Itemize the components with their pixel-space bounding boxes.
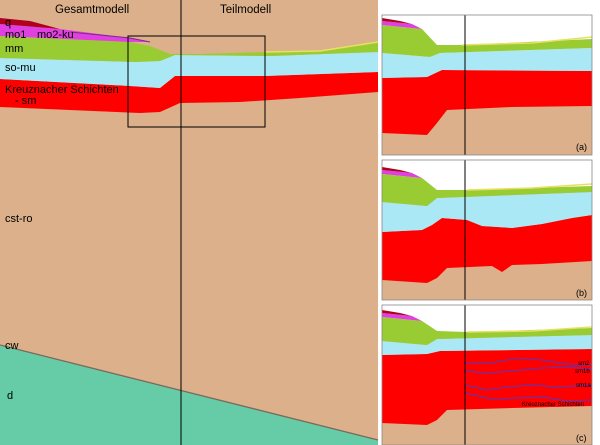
panel-a-yellow [461,36,593,46]
panel-c-label-sm1a: sm1a [576,383,591,389]
panel-c-magenta [382,313,422,321]
panel-c-label: (c) [576,433,587,443]
panel-b-magenta [382,170,422,178]
panel-c-label-sm1b: sm1b [575,369,590,375]
layer-d [0,345,378,445]
label-kreuznacher: Kreuznacher Schichten [5,84,119,96]
panel-a: (a) [381,14,593,156]
panel-a-blue [382,48,592,78]
main-model: Gesamtmodell Teilmodell q mo1 mo2-ku mm … [0,0,379,445]
label-cst-ro: cst-ro [5,213,33,225]
layer-q [0,18,60,29]
panel-a-red [382,70,592,135]
label-sm: - sm [15,95,36,107]
panel-c-sm1b-line [464,366,593,374]
mo2-top-line [69,31,151,43]
panel-b: (b) [381,159,593,301]
layer-mm [0,36,378,62]
panel-c-label-sm2: sm2 [578,361,590,367]
label-so-mu: so-mu [5,62,36,74]
panel-a-magenta [382,21,422,29]
panel-a-frame [381,14,593,156]
panel-c-sm2-line [465,357,593,366]
label-mm: mm [5,43,23,55]
thin-yellow-layer [264,41,379,53]
panel-c: sm2 sm1b sm1a Kreuznacher Schichten (c) [381,304,593,445]
label-cw: cw [5,340,19,352]
panel-b-blue [382,192,592,232]
panel-b-yellow [466,183,593,191]
panel-c-yellow [466,326,593,333]
header-teilmodell: Teilmodell [220,4,271,16]
panel-b-label: (b) [576,288,587,298]
panel-a-label: (a) [576,142,587,152]
label-d: d [7,390,13,402]
cw-boundary-line [0,344,379,441]
panel-c-green [382,317,592,345]
panel-a-green [382,25,592,57]
panel-c-kreuz-line [464,392,593,402]
panel-b-frame [381,159,593,301]
panel-c-frame [381,304,593,445]
panel-b-darkred [382,167,412,173]
header-gesamtmodell: Gesamtmodell [55,4,129,16]
label-q: q [5,17,11,29]
panel-c-label-kreuz: Kreuznacher Schichten [522,402,584,408]
panel-b-red [382,215,592,283]
layer-so-mu [0,52,378,88]
panel-c-blue [382,335,592,355]
label-mo2-ku: mo2-ku [37,29,74,41]
teilmodell-box [127,35,266,128]
layer-kreuznacher-sm [0,72,378,113]
panel-a-darkred [382,18,412,24]
panel-c-darkred [382,310,412,316]
label-mo1: mo1 [5,29,26,41]
panel-c-sm1a-line [464,384,593,391]
